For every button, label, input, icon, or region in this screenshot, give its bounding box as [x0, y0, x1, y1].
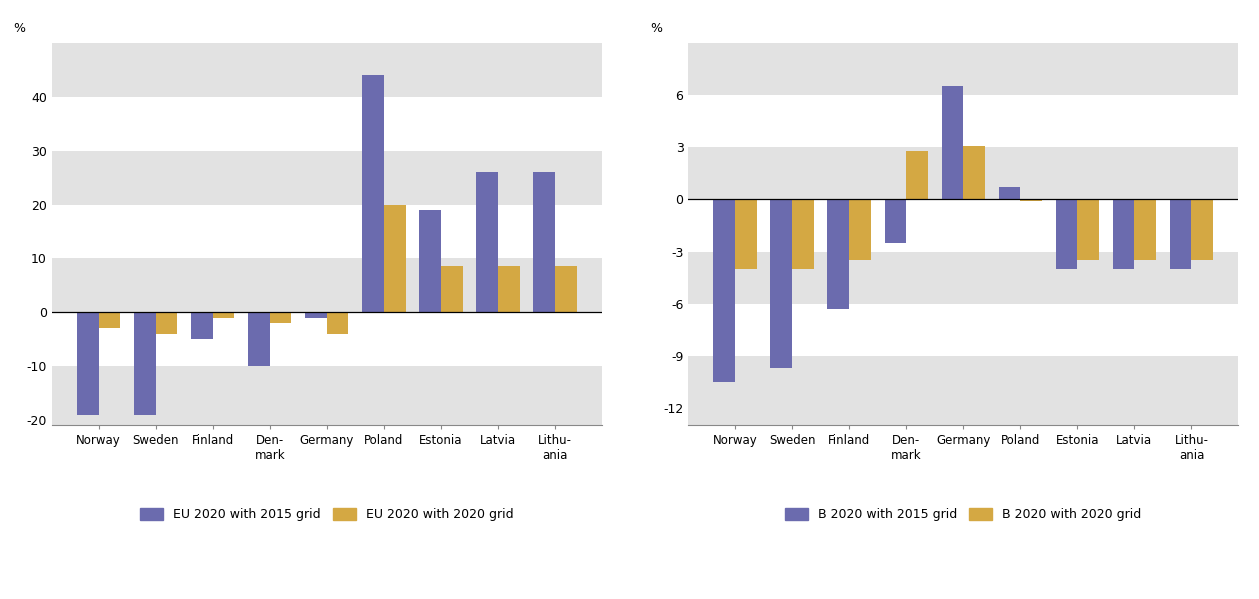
- Bar: [714, 199, 735, 382]
- Bar: [191, 312, 213, 339]
- Bar: [792, 199, 813, 269]
- Bar: [963, 146, 985, 199]
- Bar: [419, 210, 441, 312]
- Bar: [499, 267, 520, 312]
- Bar: [771, 199, 792, 368]
- Bar: [906, 151, 928, 199]
- Bar: [689, 252, 1238, 304]
- Bar: [52, 366, 602, 425]
- Bar: [156, 312, 178, 334]
- Bar: [441, 267, 462, 312]
- Bar: [735, 199, 757, 269]
- Bar: [689, 356, 1238, 425]
- Bar: [133, 312, 156, 415]
- Bar: [555, 267, 577, 312]
- Bar: [327, 312, 349, 334]
- Bar: [885, 199, 906, 243]
- Bar: [248, 312, 269, 366]
- Text: %: %: [14, 22, 25, 35]
- Bar: [1020, 199, 1042, 201]
- Bar: [1191, 199, 1214, 260]
- Bar: [1078, 199, 1099, 260]
- Bar: [1170, 199, 1191, 269]
- Bar: [534, 173, 555, 312]
- Bar: [942, 86, 963, 199]
- Bar: [849, 199, 871, 260]
- Bar: [52, 151, 602, 205]
- Bar: [98, 312, 121, 328]
- Bar: [52, 258, 602, 312]
- Bar: [476, 173, 499, 312]
- Bar: [1134, 199, 1156, 260]
- Bar: [689, 147, 1238, 199]
- Legend: B 2020 with 2015 grid, B 2020 with 2020 grid: B 2020 with 2015 grid, B 2020 with 2020 …: [781, 503, 1146, 526]
- Bar: [827, 199, 849, 309]
- Bar: [998, 187, 1020, 199]
- Bar: [52, 43, 602, 97]
- Bar: [213, 312, 234, 317]
- Text: %: %: [650, 22, 662, 35]
- Bar: [269, 312, 291, 323]
- Bar: [1056, 199, 1078, 269]
- Bar: [1113, 199, 1134, 269]
- Bar: [305, 312, 327, 317]
- Bar: [689, 43, 1238, 95]
- Bar: [384, 205, 405, 312]
- Bar: [77, 312, 98, 415]
- Bar: [363, 75, 384, 312]
- Legend: EU 2020 with 2015 grid, EU 2020 with 2020 grid: EU 2020 with 2015 grid, EU 2020 with 202…: [136, 503, 519, 526]
